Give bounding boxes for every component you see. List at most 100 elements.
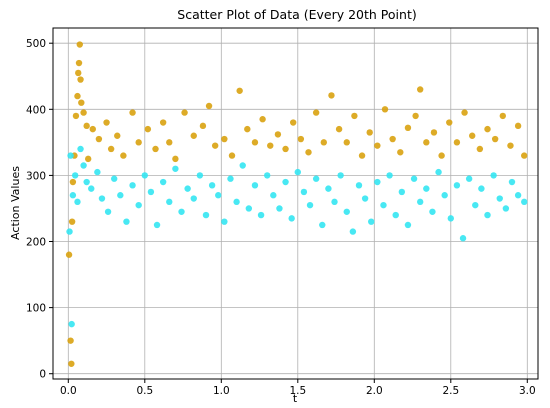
series-1-point-23 [172,165,179,172]
series-1-point-78 [508,178,516,186]
series-1-point-16 [129,182,136,189]
series-0-point-36 [236,87,243,94]
series-1-point-73 [478,185,485,192]
series-0-point-25 [152,145,159,153]
series-0-point-44 [297,135,305,143]
series-0-point-74 [521,152,528,159]
series-0-point-7 [74,92,81,100]
series-0-point-10 [76,41,83,48]
series-0-point-61 [423,139,430,146]
series-0-point-21 [120,152,127,159]
series-1-point-21 [159,178,167,186]
series-1-point-80 [521,198,528,206]
series-0-point-22 [129,109,136,116]
series-0-point-48 [328,92,335,99]
y-tick-label-0: 0 [39,369,46,381]
series-0-point-12 [78,99,85,106]
series-0-point-32 [205,102,213,110]
series-0-point-43 [290,119,297,126]
x-tick-label-4: 2.0 [366,385,383,397]
series-0-point-24 [144,125,152,133]
series-0-point-73 [514,122,522,130]
series-1-point-15 [123,218,130,225]
series-0-point-29 [181,109,188,116]
series-0-point-58 [404,124,412,132]
series-0-point-69 [484,125,491,133]
series-0-point-14 [83,122,90,130]
series-1-point-37 [257,211,265,219]
series-0-point-6 [72,112,80,120]
series-1-point-49 [331,198,338,206]
series-1-point-11 [98,195,106,202]
series-1-point-36 [251,182,259,189]
series-1-point-74 [484,211,491,219]
series-1-point-3 [69,192,77,199]
series-1-point-38 [263,172,271,179]
series-1-point-5 [74,198,81,206]
series-1-point-67 [441,192,448,199]
series-0-point-31 [199,122,207,130]
series-1-point-13 [110,175,118,182]
x-tick-label-3: 1.5 [289,385,306,397]
series-0-point-1 [67,337,74,344]
series-1-point-47 [319,221,326,229]
series-1-point-33 [233,198,240,206]
series-1-point-8 [83,178,90,186]
series-0-point-67 [469,132,476,139]
series-0-point-71 [499,112,507,120]
series-1-point-53 [355,182,363,189]
series-1-point-48 [325,185,332,192]
series-1-point-43 [294,168,301,176]
y-tick-label-3: 300 [26,170,46,182]
x-tick-label-1: 0.5 [136,385,153,397]
data-points [65,41,528,367]
series-1-point-65 [429,208,436,215]
x-axis-label: t [293,392,298,405]
series-0-point-46 [312,109,320,116]
series-0-point-49 [335,125,343,133]
series-0-point-56 [389,135,396,143]
series-1-point-58 [386,172,393,179]
series-1-point-60 [398,188,406,196]
series-1-point-6 [77,145,84,153]
series-0-point-62 [430,129,438,136]
series-1-point-70 [459,235,467,242]
series-0-point-39 [259,116,266,123]
series-0-point-18 [103,119,110,126]
series-1-point-2 [68,320,75,328]
series-0-point-37 [244,125,251,133]
series-1-point-59 [392,211,399,219]
series-0-point-52 [358,152,366,159]
series-0-point-65 [453,139,461,146]
series-0-point-4 [69,178,77,186]
series-0-point-42 [282,145,289,153]
series-0-point-50 [343,139,350,146]
x-tick-label-2: 1.0 [213,385,230,397]
series-1-point-66 [435,168,442,176]
series-1-point-32 [227,175,234,182]
series-0-point-51 [351,112,358,120]
series-0-point-72 [507,142,514,149]
series-1-point-79 [514,192,522,199]
series-1-point-24 [178,208,185,215]
series-0-point-30 [190,132,197,139]
series-0-point-47 [320,139,328,146]
series-1-point-64 [423,185,430,192]
y-tick-label-5: 500 [26,38,46,50]
plot-frame [52,27,539,380]
series-0 [65,41,528,367]
series-0-point-20 [114,132,121,139]
series-1-point-75 [490,172,497,179]
series-1-point-22 [166,198,173,206]
series-0-point-53 [366,129,373,136]
series-1-point-44 [300,188,308,196]
series-0-point-41 [274,131,282,138]
chart-title: Scatter Plot of Data (Every 20th Point) [177,7,416,22]
series-1-point-14 [117,192,124,199]
series-0-point-68 [476,145,484,153]
series-0-point-64 [446,119,453,126]
series-0-point-3 [68,218,76,225]
series-0-point-70 [491,135,499,143]
series-0-point-40 [267,142,274,149]
